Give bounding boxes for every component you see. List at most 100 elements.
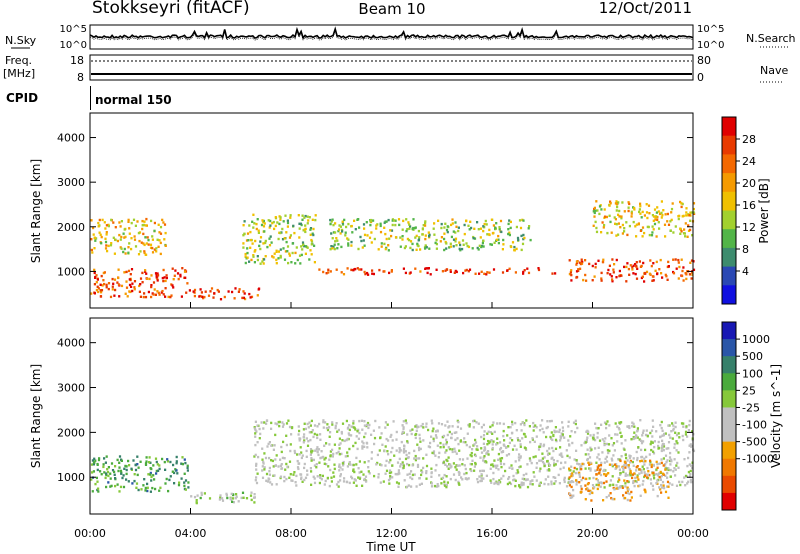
heatmap-cell [253,501,256,504]
heatmap-cell [104,240,108,244]
heatmap-cell [613,463,616,466]
heatmap-cell [155,472,158,475]
heatmap-cell [339,466,342,469]
heatmap-cell [385,469,389,472]
heatmap-cell [302,229,305,232]
heatmap-cell [430,485,434,488]
heatmap-cell [325,426,328,430]
heatmap-cell [286,245,290,248]
heatmap-cell [347,238,350,241]
heatmap-cell [606,449,609,452]
heatmap-cell [169,460,172,464]
heatmap-cell [156,272,159,275]
heatmap-cell [550,457,553,460]
heatmap-cell [482,442,485,445]
heatmap-cell [287,419,290,422]
heatmap-cell [609,220,612,224]
heatmap-cell [663,432,666,436]
heatmap-cell [593,486,596,489]
heatmap-cell [350,425,353,428]
heatmap-cell [480,451,484,454]
heatmap-cell [150,274,153,277]
heatmap-cell [284,250,287,253]
heatmap-cell [366,421,370,425]
heatmap-cell [150,285,153,289]
heatmap-cell [655,235,658,238]
heatmap-cell [637,223,640,226]
heatmap-cell [421,227,424,230]
heatmap-cell [102,271,105,275]
heatmap-cell [295,246,298,249]
heatmap-cell [277,465,280,468]
heatmap-cell [409,225,412,228]
heatmap-cell [627,267,630,271]
heatmap-cell [263,258,266,261]
heatmap-cell [231,500,234,503]
heatmap-cell [312,458,315,462]
heatmap-cell [623,230,626,233]
heatmap-cell [543,482,546,486]
heatmap-cell [136,455,139,458]
heatmap-cell [284,468,287,471]
heatmap-cell [430,435,433,438]
heatmap-cell [526,463,529,466]
heatmap-cell [572,488,575,492]
heatmap-cell [345,419,348,423]
cpid-row: CPID normal 150 [6,86,172,110]
heatmap-cell [335,483,339,486]
colorbar-swatch [722,210,736,230]
heatmap-cell [422,426,425,429]
heatmap-cell [482,225,485,228]
heatmap-cell [558,453,561,456]
colorbar-tick-label: 500 [742,350,763,363]
heatmap-cell [225,494,228,497]
heatmap-cell [645,203,648,206]
heatmap-cell [571,472,574,475]
heatmap-cell [671,202,674,205]
heatmap-cell [629,474,632,477]
heatmap-cell [515,448,518,451]
heatmap-cell [341,439,344,442]
noise-panel: N.Sky 10^5 10^0 10^5 10^0 N.Search [5,24,796,51]
heatmap-cell [337,485,340,488]
heatmap-cell [531,437,534,440]
heatmap-cell [141,271,144,275]
heatmap-cell [385,437,388,441]
colorbar-swatch [722,173,736,193]
heatmap-cell [367,470,370,473]
heatmap-cell [299,446,302,449]
heatmap-cell [323,462,326,465]
heatmap-cell [404,457,408,461]
heatmap-cell [673,458,676,461]
heatmap-cell [254,479,257,482]
heatmap-cell [97,287,100,290]
heatmap-cell [261,447,264,450]
heatmap-cell [592,210,595,213]
heatmap-cell [105,244,108,247]
heatmap-cell [618,486,621,489]
heatmap-cell [566,454,569,458]
heatmap-cell [611,278,614,281]
heatmap-cell [295,484,298,487]
heatmap-cell [605,480,608,483]
heatmap-cell [511,431,514,435]
heatmap-cell [559,435,562,438]
colorbar-tick-label: 25 [742,384,756,397]
heatmap-cell [357,467,360,470]
heatmap-cell [433,222,436,225]
heatmap-cell [93,283,96,286]
heatmap-cell [120,472,123,475]
heatmap-cell [318,422,321,426]
heatmap-cell [690,480,693,484]
heatmap-cell [298,429,301,433]
colorbar-tick-label: 1000 [742,333,770,346]
colorbar-swatch [722,373,736,391]
heatmap-cell [350,477,354,480]
heatmap-cell [358,419,361,423]
heatmap-cell [279,254,282,258]
heatmap-cell [559,467,562,471]
heatmap-cell [622,494,625,497]
heatmap-cell [615,200,618,203]
heatmap-cell [193,294,196,298]
heatmap-cell [131,289,134,293]
